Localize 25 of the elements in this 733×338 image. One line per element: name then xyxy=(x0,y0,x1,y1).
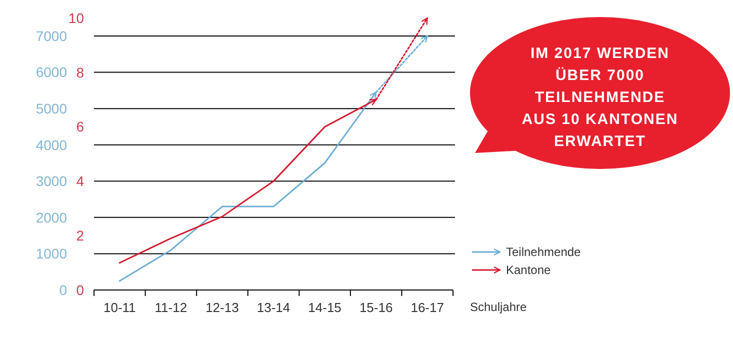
x-tick-label: 15-16 xyxy=(359,300,393,315)
y-tick-label: 6000 xyxy=(36,64,68,80)
y2-tick-label: 6 xyxy=(76,118,84,135)
y-tick-label: 4000 xyxy=(36,136,68,153)
x-tick-label: 11-12 xyxy=(154,300,188,315)
x-tick-label: 16-17 xyxy=(410,300,444,315)
y-tick-label: 0 xyxy=(59,282,68,298)
y2-tick-label: 4 xyxy=(76,173,84,190)
y-tick-label: 3000 xyxy=(36,173,68,190)
x-tick-label: 10-11 xyxy=(103,300,136,315)
legend-label: Kantone xyxy=(506,263,552,278)
x-axis-title: Schuljahre xyxy=(470,300,528,314)
y-tick-label: 1000 xyxy=(36,246,68,262)
legend-label: Teilnehmende xyxy=(506,245,582,260)
x-tick-label: 12-13 xyxy=(206,300,239,315)
y2-tick-label: 8 xyxy=(76,64,84,80)
x-tick-label: 14-15 xyxy=(308,300,342,315)
y-tick-label: 2000 xyxy=(36,209,68,226)
text: IM 2017 WERDEN ÜBER 7000 TEILNEHMENDE AUS 10 KANTONEN ERWARTET xyxy=(522,45,678,150)
y2-tick-label: 0 xyxy=(76,282,84,298)
y-tick-label: 5000 xyxy=(36,100,68,116)
y-tick-label: 7000 xyxy=(36,28,68,44)
y2-tick-label: 2 xyxy=(76,228,84,244)
x-tick-label: 13-14 xyxy=(256,300,290,315)
y2-tick-label: 10 xyxy=(68,10,84,26)
